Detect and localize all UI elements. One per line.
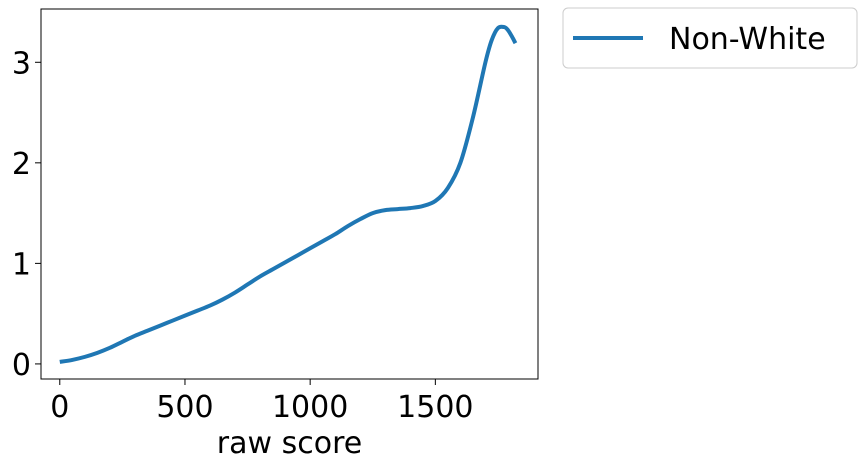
legend-label: Non-White [669, 22, 826, 57]
legend: Non-White [562, 7, 858, 69]
x-tick-label: 1000 [272, 390, 348, 425]
y-tick-label: 0 [12, 348, 31, 383]
y-axis: 0 1 2 3 [12, 46, 41, 383]
y-tick-label: 3 [12, 46, 31, 81]
x-axis: 0 500 1000 1500 [50, 379, 474, 425]
plot-area [59, 24, 518, 364]
legend-box [562, 7, 858, 69]
x-tick-label: 0 [50, 390, 69, 425]
x-tick-label: 1500 [397, 390, 473, 425]
series-line-1 [59, 24, 518, 364]
plot-frame [40, 8, 539, 380]
x-axis-label: raw score [217, 426, 362, 461]
y-tick-label: 1 [12, 247, 31, 282]
y-tick-label: 2 [12, 147, 31, 182]
x-tick-label: 500 [156, 390, 213, 425]
